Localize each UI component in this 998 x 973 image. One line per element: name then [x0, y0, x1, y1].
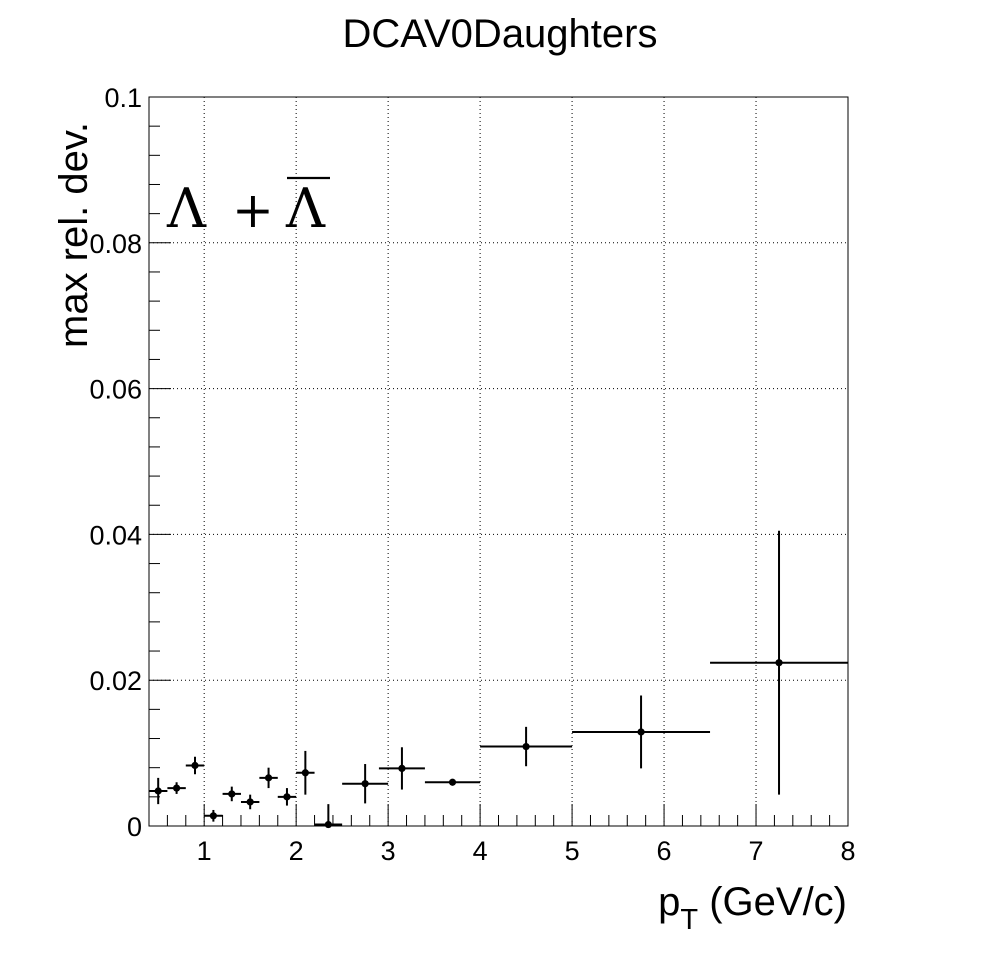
y-axis-label: max rel. dev. — [52, 122, 96, 348]
point-marker — [361, 780, 369, 788]
x-tick-label: 4 — [473, 836, 488, 866]
annotation-antilambda: Λ — [285, 177, 326, 240]
data-points — [149, 530, 848, 829]
data-point-7 — [277, 788, 297, 806]
x-tick-label: 6 — [657, 836, 672, 866]
data-point-13 — [480, 726, 573, 767]
x-tick-label: 7 — [749, 836, 764, 866]
data-point-0 — [149, 777, 168, 805]
data-point-2 — [185, 756, 205, 775]
point-marker — [209, 812, 217, 820]
x-tick-label: 5 — [565, 836, 580, 866]
point-marker — [448, 778, 457, 786]
point-marker — [324, 820, 332, 829]
data-point-9 — [314, 804, 343, 829]
y-tick-label: 0.08 — [89, 229, 142, 259]
data-point-14 — [572, 695, 711, 769]
x-axis-label-unit: (GeV/c) — [698, 880, 847, 924]
chart-title: DCAV0Daughters — [343, 12, 658, 56]
y-tick-label: 0.04 — [89, 520, 142, 550]
y-tick-label: 0.06 — [89, 375, 142, 405]
x-tick-label: 8 — [840, 836, 855, 866]
point-marker — [398, 764, 406, 773]
point-marker — [283, 793, 291, 801]
data-point-15 — [710, 530, 848, 795]
tick-labels: 1 2 3 4 5 6 7 8 0 0.02 0.04 0.06 0.08 0.1 — [89, 83, 855, 866]
data-point-8 — [296, 750, 315, 795]
data-point-12 — [424, 778, 481, 786]
x-axis-label-main: p — [658, 880, 680, 924]
x-tick-label: 2 — [289, 836, 304, 866]
point-marker — [522, 742, 530, 751]
data-point-5 — [240, 794, 260, 810]
x-tick-label: 1 — [197, 836, 212, 866]
point-marker — [637, 728, 645, 736]
point-marker — [191, 761, 199, 770]
x-axis-label-subscript: T — [680, 904, 698, 936]
point-marker — [246, 798, 254, 806]
particle-annotation: Λ + Λ — [166, 176, 330, 240]
point-marker — [301, 769, 309, 777]
data-point-1 — [167, 782, 186, 794]
annotation-lambda: Λ — [166, 177, 207, 240]
point-marker — [154, 787, 162, 795]
data-point-10 — [342, 764, 389, 804]
y-tick-label: 0.1 — [104, 83, 142, 113]
y-tick-label: 0.02 — [89, 666, 142, 696]
y-tick-label: 0 — [127, 812, 142, 842]
x-axis-label: pT (GeV/c) — [658, 880, 847, 936]
data-point-6 — [259, 767, 278, 789]
point-marker — [172, 784, 181, 792]
axis-ticks — [148, 96, 849, 827]
data-point-4 — [222, 786, 241, 802]
data-point-11 — [378, 747, 425, 790]
data-point-3 — [204, 809, 223, 822]
annotation-plus: + — [232, 181, 274, 239]
point-marker — [775, 659, 783, 667]
point-marker — [264, 774, 273, 782]
grid-lines — [149, 97, 848, 826]
x-tick-label: 3 — [381, 836, 396, 866]
point-marker — [228, 790, 236, 798]
